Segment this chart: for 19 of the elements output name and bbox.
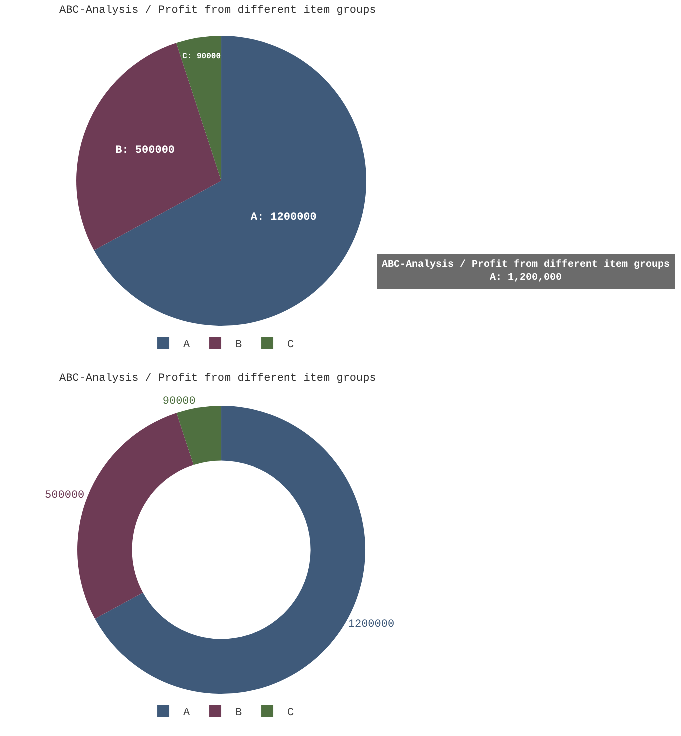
legend-label: B: [236, 340, 243, 352]
data-label: C: 90000: [182, 52, 222, 62]
donut-slice: [176, 406, 222, 466]
text: ABC-Analysis / Profit from different item groups A: 1,200,000: [382, 259, 670, 284]
chart-title: ABC-Analysis / Profit from different item groups: [59, 5, 376, 18]
pie-slice: [76, 43, 222, 251]
legend-label: C: [288, 340, 295, 352]
data-label: B: 500000: [116, 144, 176, 157]
legend-label: C: [288, 708, 295, 720]
pie-slice: [176, 36, 222, 181]
pie-slice: [94, 36, 366, 326]
legend-label: A: [184, 340, 191, 352]
chart-title: ABC-Analysis / Profit from different item groups: [59, 373, 376, 386]
data-label: 90000: [162, 396, 196, 408]
data-label: A: 1200000: [250, 212, 317, 224]
legend-label: B: [236, 708, 243, 720]
data-label: 500000: [45, 490, 85, 502]
data-label: 1200000: [348, 619, 395, 632]
legend-label: A: [184, 708, 191, 720]
